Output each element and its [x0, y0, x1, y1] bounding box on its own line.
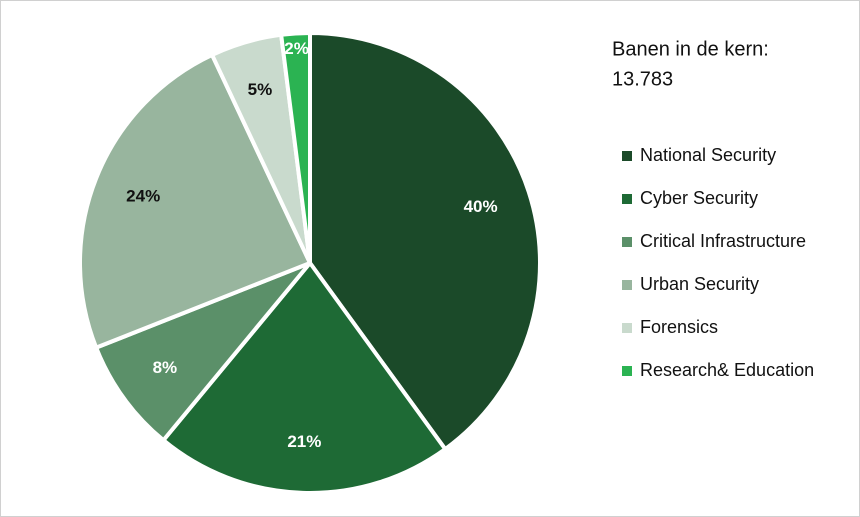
legend-swatch [622, 237, 632, 247]
value-label: 21% [287, 432, 321, 451]
legend-text: Research& Education [640, 360, 814, 380]
pie-slice [93, 261, 312, 444]
legend-text: Critical Infrastructure [640, 231, 806, 251]
chart-subtitle: 13.783 [612, 68, 673, 90]
value-label: 2% [284, 39, 309, 58]
legend-swatch [622, 194, 632, 204]
legend-swatch [622, 366, 632, 376]
value-label: 40% [464, 197, 498, 216]
legend-text: Cyber Security [640, 188, 758, 208]
legend-text: Urban Security [640, 274, 759, 294]
pie-slice [160, 259, 448, 495]
value-label: 24% [126, 186, 160, 205]
legend-swatch [622, 151, 632, 161]
chart-title: Banen in de kern: [612, 38, 769, 60]
pie-slice [308, 30, 542, 452]
legend-swatch [622, 280, 632, 290]
legend-swatch [622, 323, 632, 333]
value-label: 5% [248, 80, 273, 99]
pie-slice [78, 52, 313, 351]
legend-text: National Security [640, 145, 776, 165]
pie-slice [278, 30, 312, 264]
value-label: 8% [153, 358, 178, 377]
legend-text: Forensics [640, 317, 718, 337]
